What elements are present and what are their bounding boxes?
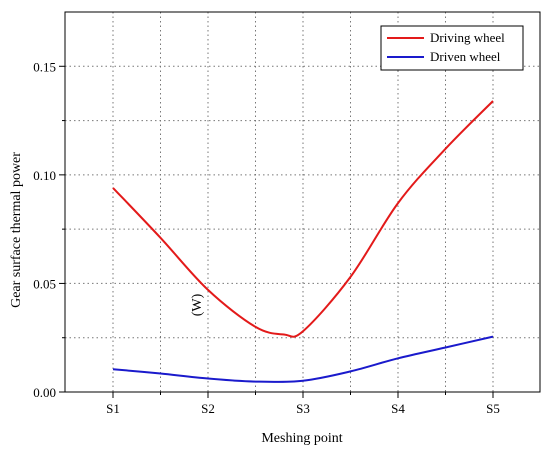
legend-label-driven-wheel: Driven wheel	[430, 49, 501, 64]
x-tick-label-s5: S5	[486, 401, 500, 416]
axes: S1 S2 S3 S4 S5 0.00 0.05 0.10 0.15	[33, 59, 500, 416]
y-tick-label: 0.15	[33, 59, 56, 74]
legend: Driving wheel Driven wheel	[380, 25, 524, 71]
series-line-driven-wheel	[112, 335, 494, 383]
x-tick-label-s2: S2	[201, 401, 215, 416]
y-tick-label: 0.10	[33, 168, 56, 183]
y-axis-title: Gear surface thermal power	[9, 152, 24, 308]
x-tick-label-s3: S3	[296, 401, 310, 416]
x-tick-label-s1: S1	[106, 401, 120, 416]
y-tick-label: 0.00	[33, 385, 56, 400]
legend-box	[380, 25, 524, 71]
series-layer	[112, 100, 494, 383]
x-axis-title: Meshing point	[261, 431, 342, 446]
legend-label-driving-wheel: Driving wheel	[430, 30, 505, 45]
x-tick-label-s4: S4	[391, 401, 405, 416]
series-line-driving-wheel	[112, 100, 494, 338]
y-tick-label: 0.05	[33, 276, 56, 291]
y-axis-unit-fragment: (W)	[190, 293, 205, 316]
